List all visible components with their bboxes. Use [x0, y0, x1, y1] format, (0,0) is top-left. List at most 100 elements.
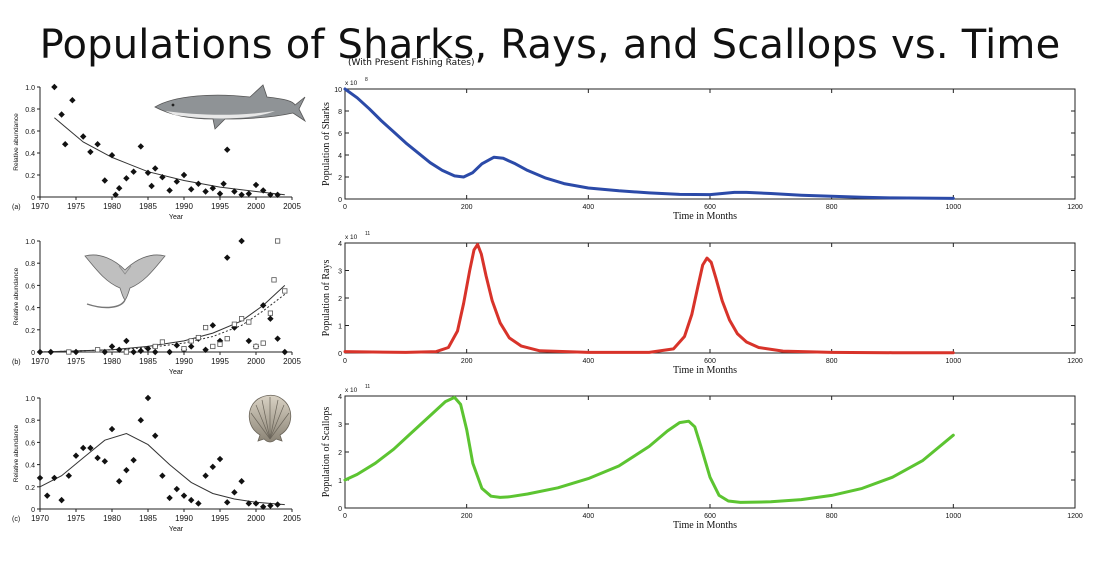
data-point	[130, 168, 137, 175]
data-point	[47, 348, 54, 356]
data-point	[72, 452, 80, 459]
y-tick-label: 2	[338, 296, 342, 303]
x-tick-label: 600	[704, 513, 716, 520]
data-point	[180, 492, 188, 499]
data-point	[108, 343, 116, 350]
x-tick-label: 1980	[103, 514, 121, 523]
y-tick-label: 2	[338, 450, 342, 457]
x-tick-label: 1975	[67, 357, 85, 366]
y-tick-label: 4	[338, 241, 342, 248]
y-tick-label: 0	[338, 197, 342, 204]
data-point	[152, 432, 159, 439]
series-line	[343, 87, 955, 200]
data-point	[188, 496, 195, 504]
scatter-panel-3: 1970 1975 1980 1985 1990 1995 2000 2005 0 0.2 0.4 0…	[12, 394, 301, 533]
exponent-label: x 10	[345, 80, 358, 87]
y-tick-label: 4	[338, 153, 342, 160]
x-tick-label: 1000	[946, 358, 962, 365]
y-tick-label: 0.4	[25, 306, 35, 313]
x-tick-label: 0	[343, 204, 347, 211]
x-axis-label: Year	[169, 526, 184, 533]
ray-image	[84, 254, 166, 309]
y-tick-label: 0	[31, 350, 35, 357]
x-tick-label: 1985	[139, 202, 157, 211]
data-point	[224, 254, 231, 261]
data-point	[166, 187, 173, 194]
data-point	[94, 454, 101, 462]
data-point	[87, 148, 94, 156]
data-point-alt	[224, 336, 230, 342]
data-point	[231, 489, 238, 496]
data-point	[87, 444, 94, 452]
x-tick-label: 2005	[283, 514, 301, 523]
data-point-alt	[181, 346, 187, 352]
data-point	[101, 348, 108, 356]
data-point	[65, 472, 72, 479]
x-tick-label: 800	[826, 358, 838, 365]
data-point	[224, 499, 231, 506]
data-point	[51, 83, 58, 91]
data-point-alt	[152, 343, 158, 350]
shark-image	[154, 84, 307, 130]
data-point	[123, 466, 130, 474]
data-point-alt	[159, 339, 165, 345]
data-point	[116, 185, 123, 192]
data-point	[216, 337, 224, 345]
page-subtitle: (With Present Fishing Rates)	[348, 58, 475, 68]
y-tick-label: 0.4	[25, 463, 35, 470]
data-point	[101, 458, 108, 465]
fit-curve	[54, 117, 285, 196]
data-point	[148, 182, 155, 190]
data-point	[108, 425, 116, 433]
exponent-power: 11	[365, 231, 370, 237]
y-tick-label: 0	[31, 195, 35, 202]
data-point	[159, 472, 166, 479]
y-tick-label: 10	[334, 87, 342, 94]
data-point	[144, 169, 152, 176]
y-tick-label: 4	[338, 394, 342, 401]
x-tick-label: 1970	[31, 514, 49, 523]
scallop-image	[248, 394, 292, 443]
x-tick-label: 400	[582, 513, 594, 520]
data-point	[108, 152, 116, 159]
data-point	[245, 337, 252, 345]
x-tick-label: 1990	[175, 202, 193, 211]
x-tick-label: 1000	[946, 513, 962, 520]
data-point	[112, 191, 119, 198]
x-tick-label: 1975	[67, 514, 85, 523]
data-point	[188, 186, 195, 193]
x-tick-label: 1980	[103, 202, 121, 211]
x-axis-label: Year	[169, 369, 184, 376]
data-point	[173, 178, 180, 185]
data-point	[267, 502, 274, 509]
y-tick-label: 0.2	[25, 485, 35, 492]
data-point	[202, 472, 209, 479]
data-point-alt	[188, 338, 194, 344]
data-point	[216, 455, 224, 463]
data-point-alt	[253, 343, 259, 350]
data-point	[220, 180, 227, 187]
y-tick-label: 0.6	[25, 129, 35, 136]
x-tick-label: 2000	[247, 202, 265, 211]
y-tick-label: 0.8	[25, 261, 35, 268]
x-tick-label: 200	[461, 204, 473, 211]
data-point	[252, 500, 260, 507]
data-point	[238, 237, 245, 245]
x-tick-label: 400	[582, 204, 594, 211]
data-point-alt	[123, 349, 129, 355]
plot-frame	[344, 395, 1076, 509]
data-point	[202, 188, 209, 195]
data-point-alt	[267, 310, 274, 316]
data-point	[267, 315, 274, 322]
data-point	[224, 146, 231, 153]
x-tick-label: 1980	[103, 357, 121, 366]
data-point-alt	[271, 277, 277, 283]
line-panel-1: 0 200 400 600 800 1000 1200 0 2 4 6 8 10 Time in Mont…	[321, 77, 1083, 222]
y-tick-label: 3	[338, 269, 342, 276]
data-point	[116, 346, 123, 353]
x-tick-label: 2005	[283, 202, 301, 211]
x-tick-label: 1995	[211, 357, 229, 366]
x-tick-label: 1990	[175, 514, 193, 523]
data-point	[62, 141, 69, 148]
x-tick-label: 1985	[139, 357, 157, 366]
